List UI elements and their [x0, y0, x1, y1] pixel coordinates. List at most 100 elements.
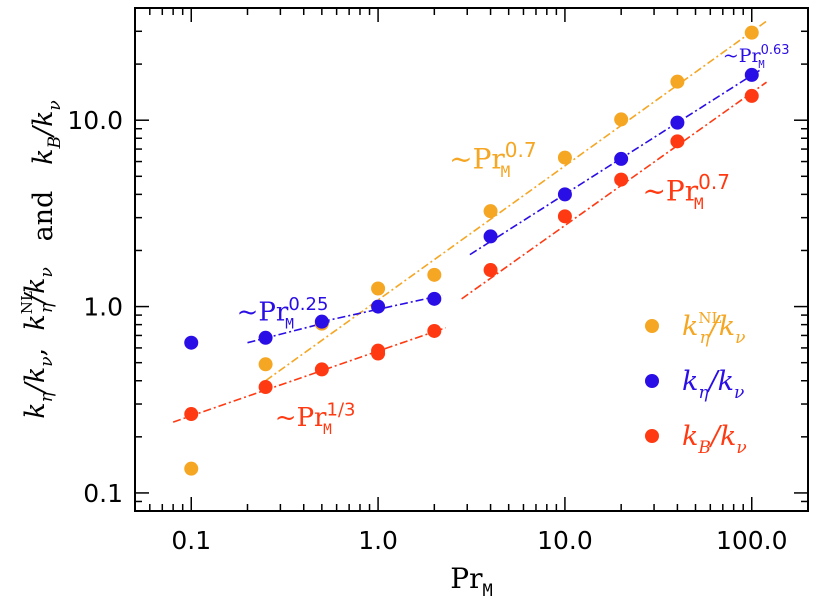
legend-densub: ν [734, 383, 744, 403]
ylabel-and: and [28, 165, 59, 267]
legend-k: k [682, 366, 698, 397]
legend-label: kNL η/kν [682, 309, 745, 348]
y-axis-label: kη/kν, kNLη/kν and kB/kν [18, 100, 65, 419]
annotation-4: ~Pr0.25 M [237, 294, 329, 333]
data-point [670, 134, 685, 149]
legend-k: k [682, 421, 698, 452]
data-point [371, 343, 386, 358]
ylabel-part1-densub: ν [37, 356, 57, 366]
annotation-sub: M [694, 194, 704, 213]
legend-sub: η [699, 328, 710, 348]
legend-label: kη/kν [682, 366, 744, 403]
data-point [258, 380, 273, 395]
data-point [371, 281, 386, 296]
legend-densub: ν [735, 328, 745, 348]
series-1 [184, 25, 759, 476]
legend-sub: B [697, 438, 711, 458]
legend-k: k [682, 311, 698, 342]
ylabel-part2-sup: NL [18, 291, 36, 314]
y-tick-label: 0.1 [83, 479, 123, 508]
annotation-sup: 0.63 [761, 43, 790, 58]
data-point [557, 209, 572, 224]
legend-label: kB/kν [682, 421, 747, 458]
ylabel-part1-den: /k [20, 367, 51, 395]
fit-line-4 [469, 69, 760, 256]
data-point [483, 229, 498, 244]
ylabel-part3-k: k [28, 149, 59, 165]
data-point [744, 67, 759, 82]
legend-den: /k [706, 366, 734, 397]
legend-marker [645, 319, 659, 333]
annotation-sup: 0.7 [505, 138, 537, 162]
ylabel-part3-sub: B [45, 136, 65, 150]
annotation-sub: M [323, 422, 332, 438]
ylabel-part2-densub: ν [37, 267, 57, 277]
series-3 [184, 88, 759, 422]
x-tick-label: 0.1 [171, 526, 211, 555]
data-point [258, 357, 273, 372]
annotation-sup: 0.7 [698, 170, 730, 194]
x-axis-label: PrM [450, 562, 492, 599]
data-point [483, 263, 498, 278]
ylabel-part1-k: k [20, 402, 51, 418]
legend-densub: ν [736, 438, 746, 458]
data-point [184, 461, 199, 476]
ylabel-part3-densub: ν [45, 100, 65, 110]
ylabel-space [20, 331, 51, 348]
annotation-1: ~Pr0.7 M [449, 138, 537, 181]
legend-den: /k [708, 421, 736, 452]
fit-line-3 [321, 294, 443, 323]
data-point [614, 112, 629, 127]
ylabel-part1-after: , [20, 348, 51, 357]
fit-line-5 [172, 326, 446, 423]
data-point [184, 407, 199, 422]
data-point [184, 335, 199, 350]
legend-item-2: kη/kν [645, 366, 744, 403]
annotation-5: ~Pr1/3 M [275, 399, 356, 438]
x-tick-label: 10.0 [537, 526, 593, 555]
ylabel-part3-den: /k [28, 111, 59, 139]
annotation-base: ~Pr [642, 175, 698, 208]
annotation-sub: M [758, 59, 764, 71]
data-point [744, 88, 759, 103]
data-point [483, 204, 498, 219]
annotation-sub: M [285, 316, 294, 332]
data-point [314, 362, 329, 377]
x-axis-label-base: Pr [450, 562, 483, 595]
x-axis-label-sub: M [482, 581, 492, 599]
legend-sub: η [698, 383, 709, 403]
data-point [427, 291, 442, 306]
annotation-2: ~Pr0.63 M [723, 43, 790, 71]
ylabel-part2-sub: η [37, 302, 57, 313]
x-tick-label: 1.0 [358, 526, 398, 555]
annotation-base: ~Pr [237, 298, 289, 328]
x-tick-label: 100.0 [716, 526, 788, 555]
ylabel-part1-sub: η [37, 391, 57, 402]
data-point [258, 330, 273, 345]
data-point [614, 172, 629, 187]
data-point [670, 115, 685, 130]
legend-marker [645, 429, 659, 443]
ylabel-part2-den: /k [20, 278, 51, 306]
data-point [614, 151, 629, 166]
fit-line-6 [461, 81, 768, 300]
y-tick-label: 10.0 [67, 106, 123, 135]
legend-item-3: kB/kν [645, 421, 747, 458]
plot-frame [134, 7, 809, 512]
legend-item-1: kNL η/kν [645, 309, 745, 348]
data-point [557, 187, 572, 202]
annotation-sub: M [501, 162, 511, 181]
annotation-sup: 0.25 [288, 294, 328, 315]
data-point [670, 74, 685, 89]
ylabel-part2-k: k [20, 314, 51, 330]
data-point [371, 299, 386, 314]
data-point [557, 150, 572, 165]
y-tick-label: 1.0 [83, 293, 123, 322]
annotation-base: ~Pr [723, 45, 762, 67]
annotation-sup: 1/3 [327, 399, 356, 420]
data-point [427, 323, 442, 338]
legend-den: /k [707, 311, 735, 342]
series-2 [184, 67, 759, 350]
